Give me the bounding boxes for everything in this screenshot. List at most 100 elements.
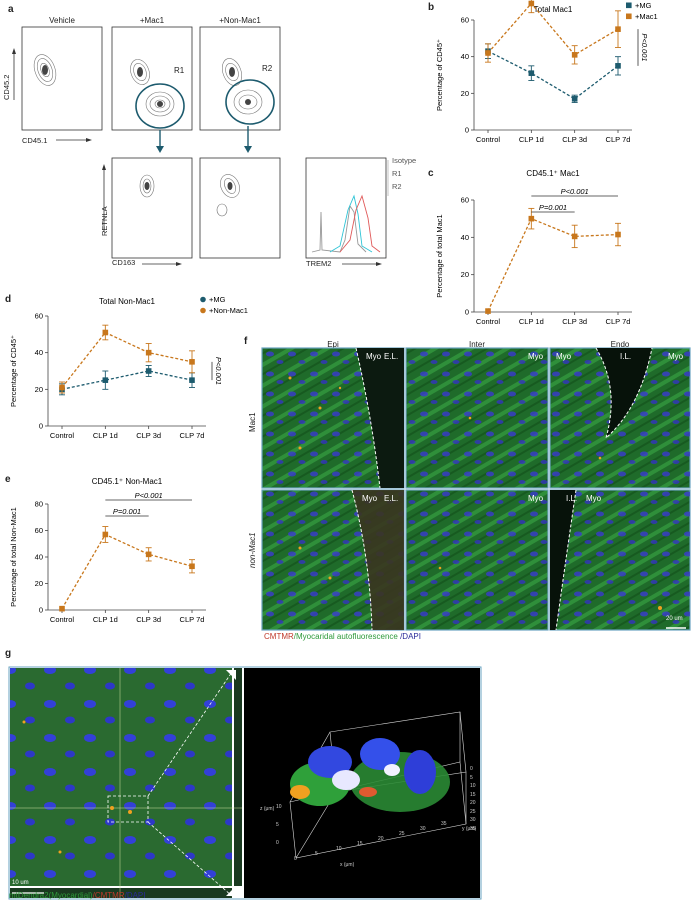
chart-e-bracket-label-0: P<0.001 <box>135 491 163 500</box>
flow-title-vehicle: Vehicle <box>49 16 75 25</box>
axis-label-cd45-1: CD45.1 <box>22 136 48 145</box>
label-myo-endo-mac1-left: Myo <box>556 352 572 361</box>
caption-g-dapi: /DAPI <box>124 891 146 900</box>
caption-g-mtdendra: mtDendra2(Myocardial) <box>9 891 93 900</box>
chart-b-legend-marker-0 <box>626 2 632 9</box>
chart-d-series-1-point-3 <box>189 359 195 365</box>
x-tick-label-g-1: 5 <box>315 851 318 857</box>
x-tick-label-g-7: 35 <box>441 821 447 827</box>
caption-f-autofluor: /Myocaridal autofluorescence <box>293 632 398 641</box>
panel-label-b: b <box>428 2 435 13</box>
chart-d-series-0-line <box>61 370 193 390</box>
label-il-mac1: I.L. <box>620 352 632 361</box>
label-el-mac1: E.L. <box>384 352 399 361</box>
chart-cd451-mac1: CD45.1⁺ Mac1 0 20 40 60 Control CLP 1d CLP 3d CL… <box>435 169 632 326</box>
col-label-inter: Inter <box>468 340 485 349</box>
panel-label-d: d <box>5 294 12 305</box>
chart-e-ytick-label-2: 40 <box>35 553 43 562</box>
flow-cytometry-plots <box>12 26 389 266</box>
y-tick-label-g-3: 15 <box>470 791 476 798</box>
y-tick-label-g-4: 20 <box>470 800 476 806</box>
legend-r1: R1 <box>392 169 402 178</box>
chart-total-mac1: Total Mac1 0 20 40 60 Control CLP 1d CLP 3d CLP … <box>435 0 658 144</box>
chart-b-ylabel: Percentage of CD45⁺ <box>435 39 444 111</box>
chart-c-bracket-label-0: P<0.001 <box>561 187 589 196</box>
chart-b-series-0-line <box>487 50 619 100</box>
chart-b-xtick-label-0: Control <box>476 135 501 144</box>
chart-e-ytick-label-3: 60 <box>35 526 43 535</box>
label-myo-epi-nonmac1: Myo <box>362 494 378 503</box>
panel-label-a: a <box>8 4 14 15</box>
x-tick-label-g-4: 20 <box>378 836 384 842</box>
label-myo-epi-mac1: Myo <box>366 352 382 361</box>
chart-b-ytick-label-3: 60 <box>461 16 469 25</box>
chart-b-legend-label-0: +MG <box>635 1 652 10</box>
axis-label-cd45-2: CD45.2 <box>2 74 11 100</box>
y-tick-label-g-2: 10 <box>470 783 476 789</box>
panel-label-g: g <box>5 648 12 659</box>
label-il-nonmac1: I.L. <box>566 494 578 503</box>
chart-b-legend-label-1: +Mac1 <box>635 12 658 21</box>
y-tick-label-g-0: 0 <box>470 766 473 772</box>
chart-b-xtick-label-3: CLP 7d <box>606 135 631 144</box>
chart-d-xtick-label-0: Control <box>50 431 75 440</box>
chart-d-series-1-line <box>61 331 193 388</box>
chart-e-series-0-line <box>61 533 193 610</box>
scale-bar-label-f: 20 um <box>666 616 683 622</box>
chart-b-series-1-point-3 <box>615 26 621 32</box>
chart-b-ytick-label-0: 0 <box>465 126 469 135</box>
chart-c-bracket-label-1: P=0.001 <box>539 203 567 212</box>
chart-b-xtick-label-2: CLP 3d <box>562 135 587 144</box>
axis-label-cd163: CD163 <box>112 258 136 267</box>
x-tick-label-g-6: 30 <box>420 826 426 832</box>
chart-b-series-1-line <box>487 2 619 56</box>
chart-d-xtick-label-3: CLP 7d <box>180 431 205 440</box>
chart-c-series-0-point-1 <box>528 215 535 222</box>
chart-d-series-0-point-2 <box>145 368 152 374</box>
micrograph-grid-f <box>261 347 691 631</box>
chart-e-series-0-point-1 <box>102 531 109 538</box>
chart-e-title: CD45.1⁺ Non-Mac1 <box>92 477 163 486</box>
chart-d-series-0-point-1 <box>102 377 109 383</box>
micrograph-panel-g <box>8 666 482 900</box>
axis-label-trem2: TREM2 <box>306 259 332 268</box>
label-myo-inter-mac1: Myo <box>528 352 544 361</box>
label-el-nonmac1: E.L. <box>384 494 399 503</box>
chart-c-ytick-label-1: 20 <box>461 270 469 279</box>
chart-b-legend-marker-1 <box>626 13 632 20</box>
col-label-endo: Endo <box>610 340 630 349</box>
chart-e-ytick-label-0: 0 <box>39 606 43 615</box>
chart-c-ytick-label-2: 40 <box>461 233 469 242</box>
chart-c-xtick-label-1: CLP 1d <box>519 317 544 326</box>
chart-c-ytick-label-3: 60 <box>461 196 469 205</box>
gate-label-r1: R1 <box>174 66 185 75</box>
y-tick-label-g-7: 35 <box>470 825 476 832</box>
legend-r2: R2 <box>392 182 402 191</box>
chart-c-series-0-point-3 <box>615 231 621 238</box>
caption-g: mtDendra2(Myocardial)/CMTMR/DAPI <box>9 891 146 900</box>
chart-d-series-1-point-1 <box>102 329 109 336</box>
chart-b-xtick-label-1: CLP 1d <box>519 135 544 144</box>
chart-e-bracket-label-1: P=0.001 <box>113 507 141 516</box>
chart-c-xtick-label-2: CLP 3d <box>562 317 587 326</box>
label-myo-endo-nonmac1: Myo <box>586 494 602 503</box>
axis-label-z-um: z (μm) <box>260 806 275 812</box>
caption-f: CMTMR/Myocaridal autofluorescence /DAPI <box>264 632 421 641</box>
chart-e-xtick-label-3: CLP 7d <box>180 615 205 624</box>
chart-b-title: Total Mac1 <box>534 5 573 14</box>
chart-d-legend-marker-1 <box>200 307 206 314</box>
panel-label-e: e <box>5 474 11 485</box>
chart-e-series-0-point-2 <box>145 551 152 558</box>
x-tick-label-g-0: 0 <box>294 856 297 862</box>
panel-label-c: c <box>428 168 434 179</box>
chart-d-ytick-label-2: 40 <box>35 348 43 357</box>
caption-f-cmtmr: CMTMR <box>264 632 294 641</box>
chart-d-title: Total Non-Mac1 <box>99 297 156 306</box>
chart-d-legend-marker-0 <box>200 296 206 303</box>
chart-e-ylabel: Percentage of total Non-Mac1 <box>9 507 18 607</box>
x-tick-label-g-2: 10 <box>336 846 342 852</box>
label-myo-endo-mac1-right: Myo <box>668 352 684 361</box>
chart-d-legend-label-1: +Non-Mac1 <box>209 306 248 315</box>
panel-label-f: f <box>244 336 248 347</box>
chart-b-ytick-label-1: 20 <box>461 89 469 98</box>
